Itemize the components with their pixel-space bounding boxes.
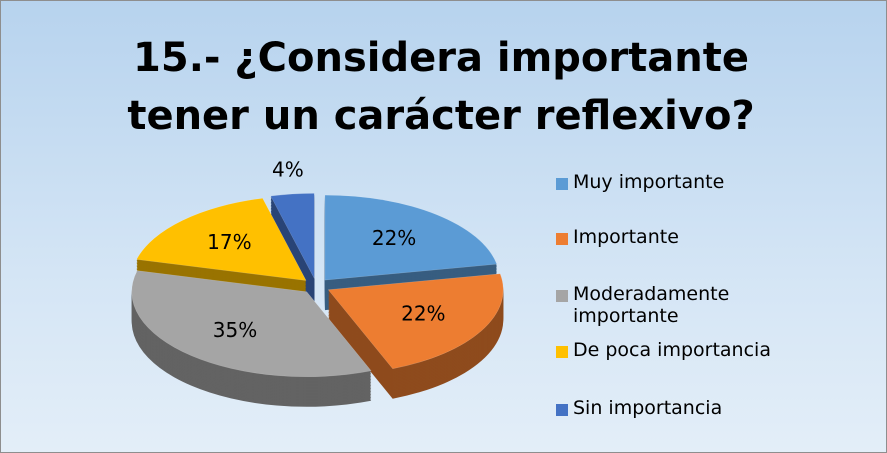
legend-entry: De poca importancia [556,339,803,361]
legend-swatch [556,404,568,416]
legend-label: Muy importante [573,171,725,193]
pie-slice [131,270,372,407]
legend-label: Importante [573,226,679,248]
legend-swatch [556,290,568,302]
legend-entry: Importante [556,226,803,248]
slice-top [324,194,498,281]
data-label: 35% [213,318,257,342]
legend-entry: Sin importancia [556,397,803,419]
slice-top [136,197,307,281]
legend-label: Moderadamente importante [573,283,730,327]
data-label: 17% [207,230,251,254]
slice-top [131,270,372,378]
legend-swatch [556,178,568,190]
legend-entry: Moderadamente importante [556,283,803,327]
data-label: 22% [372,226,416,250]
data-label: 4% [272,158,304,182]
slice-top [270,193,315,279]
slice-top [327,273,504,370]
legend-entry: Muy importante [556,171,803,193]
pie-slice [327,273,504,399]
legend-label: Sin importancia [573,397,723,419]
legend-label: De poca importancia [573,339,771,361]
legend-swatch [556,233,568,245]
data-label: 22% [401,302,445,326]
chart-title: 15.- ¿Considera importante tener un cará… [127,35,755,139]
legend-swatch [556,346,568,358]
